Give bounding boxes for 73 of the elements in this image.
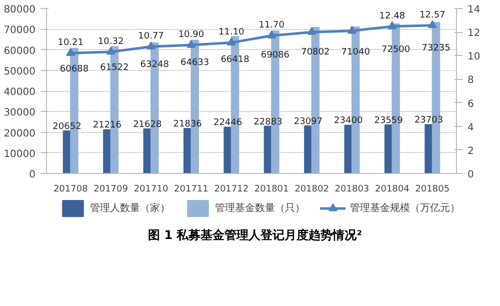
data-label: 60688 — [60, 64, 89, 74]
x-tick-label: 201805 — [415, 184, 450, 194]
text: 图 1 私募基金管理人登记月度趋势情况² — [148, 227, 362, 244]
data-label: 21216 — [92, 120, 122, 131]
point — [428, 20, 437, 28]
y-tick-label: 60000 — [4, 46, 36, 57]
y-tick-label: 10000 — [4, 148, 36, 160]
bar — [424, 124, 433, 174]
point — [106, 46, 116, 55]
point — [267, 30, 276, 38]
data-label: 12.57 — [420, 10, 446, 20]
y-tick-label: 50000 — [4, 66, 36, 78]
y-tick-label: 70000 — [4, 25, 36, 36]
point — [66, 48, 76, 56]
data-label: 10.32 — [98, 36, 124, 47]
data-label: 69086 — [260, 50, 290, 61]
y2-tick-label: 8 — [468, 75, 474, 86]
point — [186, 40, 196, 48]
x-tick-label: 201801 — [254, 184, 289, 194]
x-tick-label: 201804 — [375, 184, 410, 194]
point — [226, 38, 236, 46]
y-tick-label: 20000 — [4, 128, 36, 140]
data-label: 73235 — [422, 44, 450, 54]
legend-label: 管理基金规模（万亿元） — [350, 202, 460, 215]
data-label: 10.90 — [178, 30, 204, 40]
data-label: 64633 — [180, 58, 210, 68]
data-label: 21836 — [173, 119, 202, 130]
y2-tick-label: 6 — [468, 98, 474, 110]
data-label: 21628 — [133, 120, 162, 130]
data-label: 23703 — [414, 116, 444, 126]
y2-tick-label: 2 — [468, 146, 474, 157]
data-label: 63248 — [140, 60, 170, 70]
data-label: 23559 — [374, 116, 404, 126]
x-tick-label: 201710 — [134, 184, 168, 194]
bar — [304, 125, 312, 174]
x-tick-label: 201803 — [334, 184, 370, 194]
data-label: 20652 — [52, 122, 82, 132]
y-tick-label: 0 — [29, 170, 36, 180]
x-tick-label: 201708 — [53, 184, 88, 194]
data-label: 23400 — [334, 116, 363, 126]
x-tick-label: 201712 — [214, 184, 249, 194]
bar — [224, 126, 232, 174]
data-label: 71040 — [341, 47, 370, 58]
data-label: 61522 — [100, 62, 129, 73]
point — [347, 26, 356, 34]
point — [388, 21, 397, 30]
point — [307, 26, 316, 35]
data-label: 70802 — [301, 48, 330, 58]
data-label: 12.48 — [379, 11, 406, 22]
x-tick-label: 201711 — [174, 184, 208, 194]
bar — [103, 129, 112, 174]
legend-label: 管理人数量（家） — [90, 202, 170, 215]
y2-tick-label: 14 — [468, 4, 480, 16]
legend-label: 管理基金数量（只） — [215, 202, 305, 215]
y-tick-label: 30000 — [4, 108, 36, 119]
data-label: 10.21 — [58, 38, 84, 48]
y2-tick-label: 0 — [468, 170, 474, 180]
data-label: 22883 — [254, 117, 282, 128]
y-tick-label: 80000 — [4, 4, 36, 16]
y-tick-label: 40000 — [4, 87, 36, 98]
data-label: 10.77 — [138, 32, 164, 42]
data-label: 11.70 — [258, 20, 285, 31]
data-label: 66418 — [220, 54, 250, 65]
data-label: 11.10 — [218, 28, 245, 38]
y2-tick-label: 12 — [468, 28, 480, 40]
data-label: 22446 — [213, 118, 242, 128]
x-tick-label: 201709 — [94, 184, 128, 194]
x-tick-label: 201802 — [294, 184, 329, 194]
data-label: 72500 — [381, 44, 410, 55]
y2-tick-label: 4 — [468, 122, 474, 134]
data-label: 23097 — [294, 116, 322, 127]
point — [146, 41, 156, 50]
y2-tick-label: 10 — [468, 52, 480, 63]
